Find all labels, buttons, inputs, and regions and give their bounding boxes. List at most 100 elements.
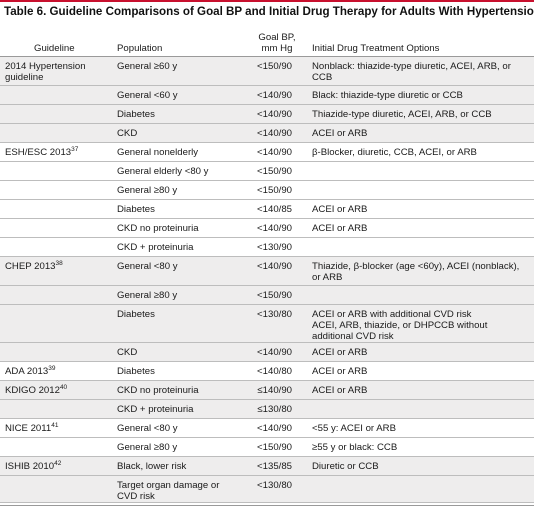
reference-number: 38 <box>55 259 63 267</box>
cell-goal-bp: <140/90 <box>245 418 308 438</box>
cell-drug-options: ACEI or ARB <box>308 199 534 219</box>
cell-population: CKD no proteinuria <box>107 218 245 238</box>
cell-population: General elderly <80 y <box>107 161 245 181</box>
cell-drug-options <box>308 285 534 305</box>
cell-guideline <box>0 475 107 503</box>
table-row: ISHIB 201042 Black, lower risk <135/85 Diur… <box>0 456 534 476</box>
cell-guideline: KDIGO 201240 <box>0 380 107 400</box>
table-row: Diabetes <130/80 ACEI or ARB with addition… <box>0 304 534 343</box>
drug-option-text: ≥55 y or black: CCB <box>312 441 398 453</box>
cell-guideline: CHEP 201338 <box>0 256 107 286</box>
cell-drug-options: Nonblack: thiazide-type diuretic, ACEI, … <box>308 56 534 86</box>
header-drug: Initial Drug Treatment Options <box>308 24 534 57</box>
cell-guideline <box>0 123 107 143</box>
drug-option-text: Diuretic or CCB <box>312 460 379 472</box>
cell-goal-bp: <150/90 <box>245 180 308 200</box>
cell-goal-bp: <135/85 <box>245 456 308 476</box>
guideline-name: KDIGO 2012 <box>5 384 60 396</box>
header-guideline: Guideline <box>0 24 107 57</box>
reference-number: 40 <box>59 383 68 391</box>
cell-drug-options <box>308 180 534 200</box>
drug-option-text: ACEI or ARB with additional CVD risk <box>312 308 472 320</box>
bottom-rule <box>0 505 534 506</box>
cell-guideline <box>0 218 107 238</box>
cell-drug-options: ACEI or ARB <box>308 380 534 400</box>
table-row: General elderly <80 y <150/90 <box>0 161 534 181</box>
guideline-name: ISHIB 2010 <box>5 460 55 472</box>
drug-option-text: ACEI or ARB <box>312 127 368 139</box>
cell-population: General <80 y <box>107 418 245 438</box>
cell-goal-bp: <140/85 <box>245 199 308 219</box>
cell-guideline <box>0 85 107 105</box>
cell-population: CKD <box>107 342 245 362</box>
cell-population: Diabetes <box>107 304 245 343</box>
table-row: CKD <140/90 ACEI or ARB <box>0 342 534 362</box>
drug-option-text: Black: thiazide-type diuretic or CCB <box>312 89 463 101</box>
guideline-name: CHEP 2013 <box>5 260 56 272</box>
cell-population: General nonelderly <box>107 142 245 162</box>
cell-population: General ≥60 y <box>107 56 245 86</box>
cell-population: General ≥80 y <box>107 180 245 200</box>
cell-goal-bp: <140/80 <box>245 361 308 381</box>
cell-guideline: ESH/ESC 201337 <box>0 142 107 162</box>
cell-guideline <box>0 161 107 181</box>
table-row: Target organ damage or CVD risk <130/80 <box>0 475 534 503</box>
table-row: CKD + proteinuria <130/90 <box>0 237 534 257</box>
cell-guideline <box>0 237 107 257</box>
header-goal-bp: Goal BP, mm Hg <box>245 24 308 57</box>
cell-population: General ≥80 y <box>107 437 245 457</box>
table-row: CKD no proteinuria <140/90 ACEI or ARB <box>0 218 534 238</box>
cell-goal-bp: <140/90 <box>245 218 308 238</box>
cell-guideline <box>0 199 107 219</box>
cell-goal-bp: <140/90 <box>245 256 308 286</box>
cell-goal-bp: <150/90 <box>245 56 308 86</box>
cell-drug-options <box>308 475 534 503</box>
cell-guideline: ISHIB 201042 <box>0 456 107 476</box>
cell-drug-options: Thiazide-type diuretic, ACEI, ARB, or CC… <box>308 104 534 124</box>
drug-option-text: ACEI or ARB <box>312 222 368 234</box>
reference-number: 41 <box>51 421 59 429</box>
cell-population: Diabetes <box>107 104 245 124</box>
table-row: Diabetes <140/90 Thiazide-type diuretic, A… <box>0 104 534 124</box>
cell-drug-options: <55 y: ACEI or ARB <box>308 418 534 438</box>
cell-drug-options <box>308 399 534 419</box>
cell-drug-options: ACEI or ARB with additional CVD risk ACEI… <box>308 304 534 343</box>
header-goal-bp-line2: mm Hg <box>261 42 293 54</box>
cell-drug-options: ACEI or ARB <box>308 218 534 238</box>
cell-population: CKD + proteinuria <box>107 399 245 419</box>
cell-guideline: 2014 Hypertension guideline <box>0 56 107 86</box>
cell-guideline: ADA 201339 <box>0 361 107 381</box>
table-row: CKD <140/90 ACEI or ARB <box>0 123 534 143</box>
cell-guideline <box>0 342 107 362</box>
cell-goal-bp: <130/90 <box>245 237 308 257</box>
drug-option-text: ACEI or ARB <box>312 384 368 396</box>
guideline-name: NICE 2011 <box>5 422 52 434</box>
cell-drug-options: ACEI or ARB <box>308 361 534 381</box>
cell-goal-bp: <140/90 <box>245 142 308 162</box>
cell-goal-bp: <150/90 <box>245 285 308 305</box>
table-row: General ≥80 y <150/90 <box>0 180 534 200</box>
guideline-name: ESH/ESC 2013 <box>5 146 72 158</box>
cell-drug-options <box>308 161 534 181</box>
cell-goal-bp: <150/90 <box>245 437 308 457</box>
table-title: Table 6. Guideline Comparisons of Goal B… <box>4 5 534 18</box>
table-row: General <60 y <140/90 Black: thiazide-type… <box>0 85 534 105</box>
header-goal-bp-line1: Goal BP, <box>258 31 296 43</box>
cell-goal-bp: <140/90 <box>245 342 308 362</box>
cell-guideline <box>0 304 107 343</box>
cell-guideline <box>0 285 107 305</box>
cell-drug-options: ≥55 y or black: CCB <box>308 437 534 457</box>
table-row: General ≥80 y <150/90 <box>0 285 534 305</box>
drug-option-text: β-Blocker, diuretic, CCB, ACEI, or ARB <box>312 146 477 158</box>
guideline-name: ADA 2013 <box>5 365 49 377</box>
cell-goal-bp: <150/90 <box>245 161 308 181</box>
cell-goal-bp: ≤130/80 <box>245 399 308 419</box>
cell-drug-options: Diuretic or CCB <box>308 456 534 476</box>
table-row: ESH/ESC 201337 General nonelderly <140/90 β… <box>0 142 534 162</box>
reference-number: 37 <box>71 145 79 153</box>
drug-option-text: ACEI or ARB <box>312 346 368 358</box>
table-row: NICE 201141 General <80 y <140/90 <55 y: AC… <box>0 418 534 438</box>
cell-drug-options: Thiazide, β-blocker (age <60y), ACEI (no… <box>308 256 534 286</box>
table-body: 2014 Hypertension guideline General ≥60 y… <box>0 56 534 503</box>
